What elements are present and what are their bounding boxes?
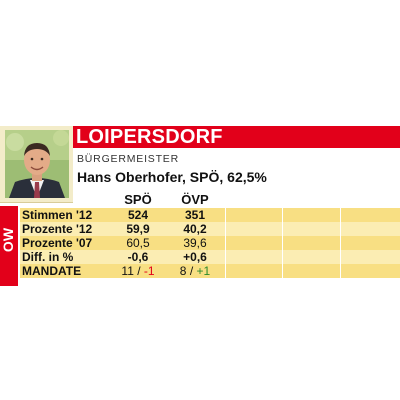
region-tab: OW: [0, 206, 18, 286]
column-header-ovp: ÖVP: [181, 192, 209, 207]
row-label: Stimmen '12: [22, 208, 93, 222]
cell-ovp-diff: +0,6: [183, 250, 207, 264]
cell-spo: 524: [127, 208, 149, 222]
row-label: Prozente '07: [22, 236, 93, 250]
ovp-seat-change: +1: [196, 264, 211, 278]
table-row-mandate: MANDATE 11 / -1 8 / +1: [20, 264, 400, 278]
row-label: MANDATE: [22, 264, 82, 278]
table-row: Prozente '12 59,9 40,2: [20, 222, 400, 236]
cell-spo-mandate: 11 / -1: [118, 264, 158, 278]
role-label: BÜRGERMEISTER: [77, 153, 179, 165]
photo-frame: [0, 126, 73, 203]
column-header-spo: SPÖ: [124, 192, 152, 207]
table-row: Prozente '07 60,5 39,6: [20, 236, 400, 250]
row-label: Prozente '12: [22, 222, 93, 236]
cell-spo: 60,5: [126, 236, 150, 250]
cell-ovp-mandate: 8 / +1: [173, 264, 217, 278]
table-row: Diff. in % -0,6 +0,6: [20, 250, 400, 264]
spo-separator: /: [137, 264, 141, 278]
spo-seats: 11: [121, 264, 134, 278]
cell-spo-diff: -0,6: [127, 250, 149, 264]
ovp-seats: 8: [179, 264, 187, 278]
table-row: Stimmen '12 524 351: [20, 208, 400, 222]
town-name: LOIPERSDORF: [76, 126, 223, 148]
cell-ovp: 351: [184, 208, 206, 222]
mayor-portrait: [5, 130, 69, 198]
row-label: Diff. in %: [22, 250, 74, 264]
region-label: OW: [0, 227, 16, 253]
spo-seat-change: -1: [143, 264, 155, 278]
header-band: [0, 126, 400, 148]
cell-spo: 59,9: [126, 222, 150, 236]
election-result-card: LOIPERSDORF BÜRGERMEISTER Hans Oberhofer…: [0, 126, 400, 286]
mayor-name: Hans Oberhofer, SPÖ, 62,5%: [77, 169, 267, 185]
cell-ovp: 39,6: [183, 236, 207, 250]
ovp-separator: /: [189, 264, 194, 278]
cell-ovp: 40,2: [183, 222, 207, 236]
